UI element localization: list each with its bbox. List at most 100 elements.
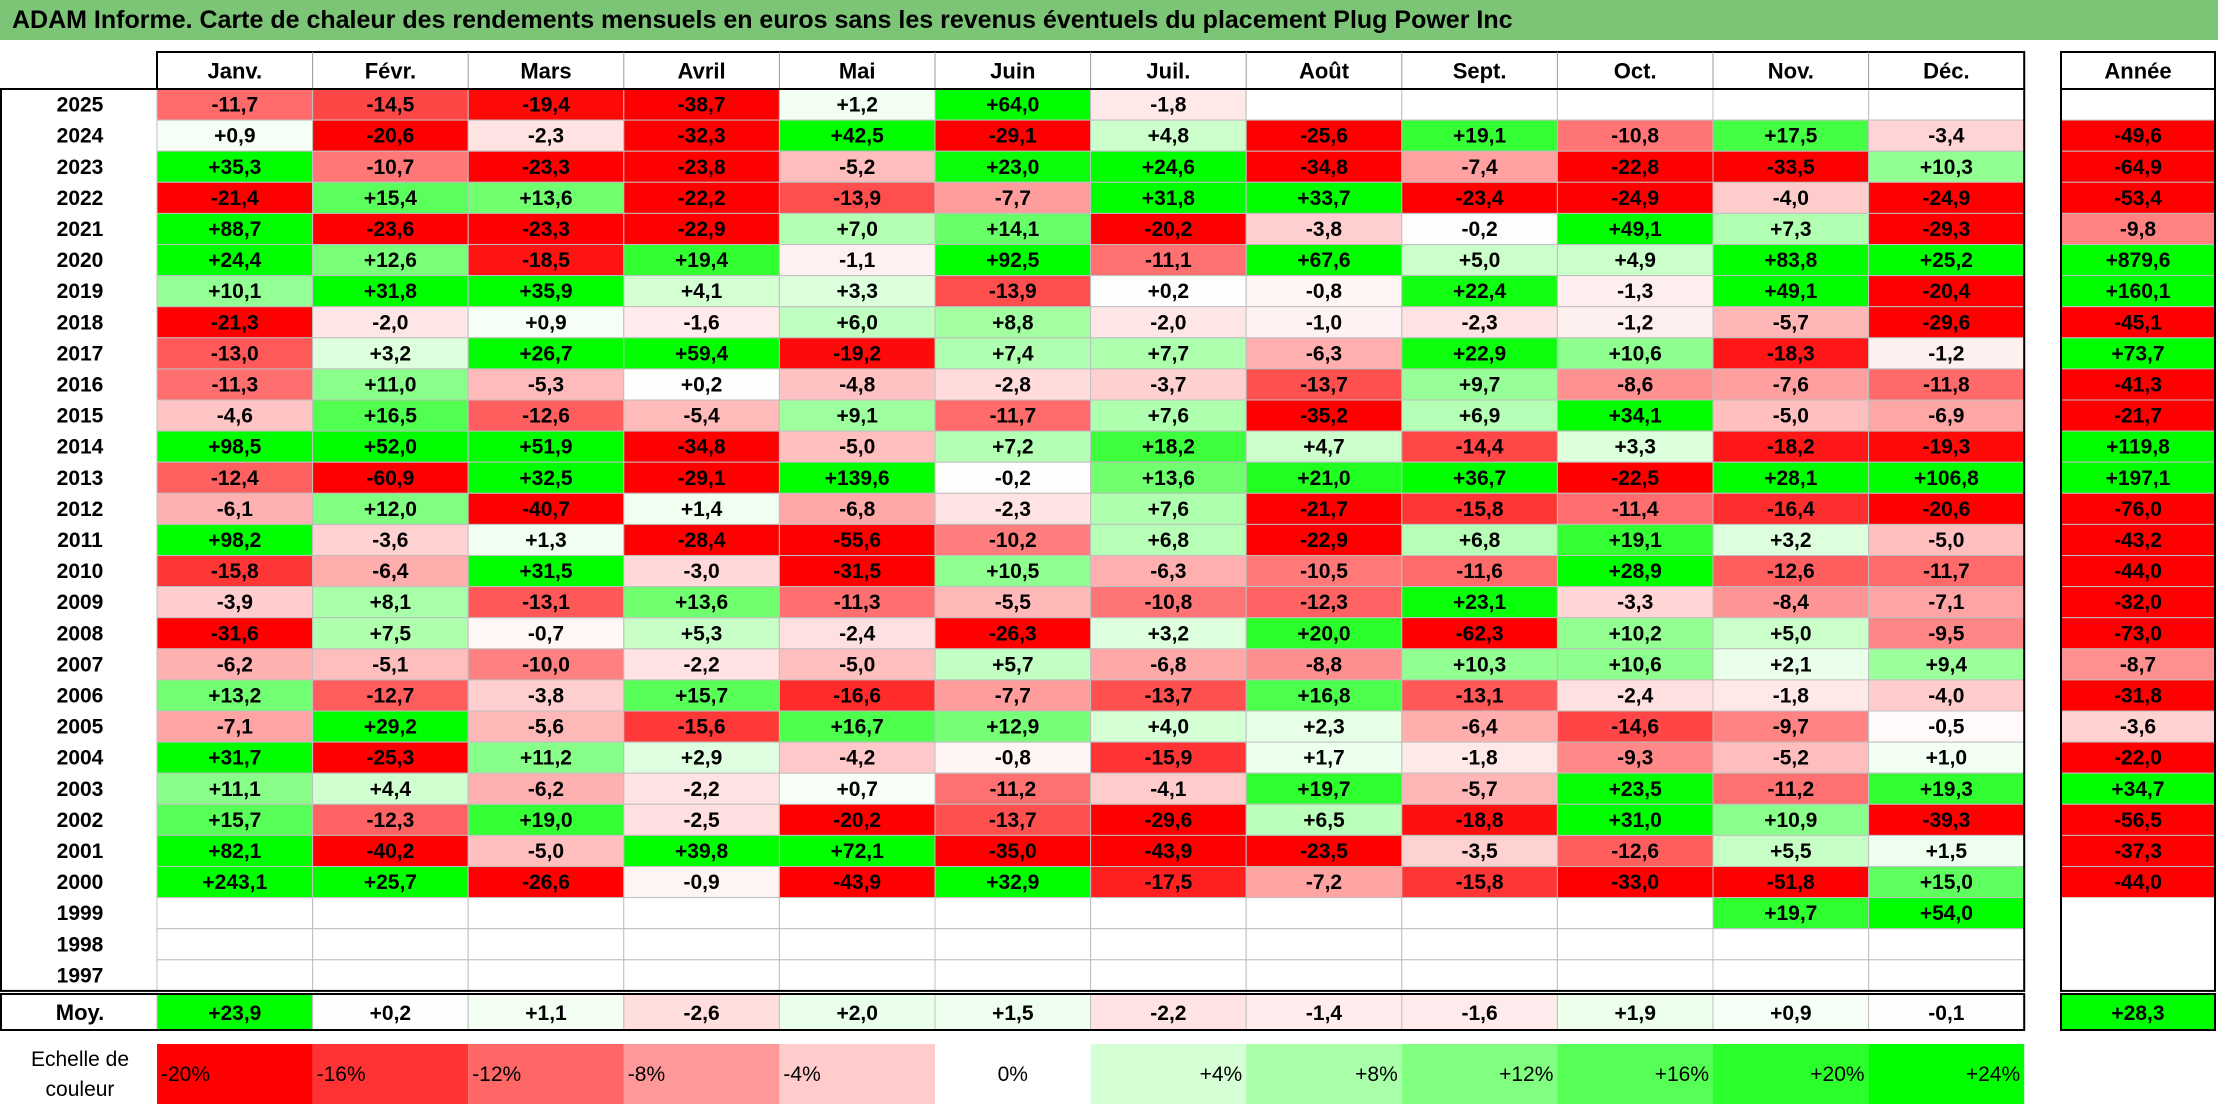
heatmap-cell xyxy=(312,337,469,370)
heatmap-cell xyxy=(1712,648,1870,681)
annual-value: -76,0 xyxy=(2114,498,2162,521)
average-value: -0,1 xyxy=(1928,1002,1965,1025)
cell-value: -2,4 xyxy=(1617,684,1654,707)
heatmap-cell xyxy=(1712,959,1870,992)
cell-value: +5,5 xyxy=(1770,840,1812,863)
heatmap-cell xyxy=(312,959,469,992)
cell-value: -13,1 xyxy=(1456,684,1504,707)
cell-value: -11,3 xyxy=(211,373,258,396)
cell-value: -60,9 xyxy=(366,467,414,490)
heatmap-cell xyxy=(467,586,625,619)
cell-value: -43,9 xyxy=(833,871,881,894)
heatmap-cell xyxy=(156,803,314,836)
cell-value: -19,3 xyxy=(1922,436,1970,459)
year-label: 2001 xyxy=(57,840,104,863)
heatmap-cell xyxy=(1556,306,1714,339)
cell-value: -2,3 xyxy=(528,125,564,148)
cell-value: +19,0 xyxy=(519,809,572,832)
cell-value: -13,1 xyxy=(522,591,570,614)
cell-value: +19,1 xyxy=(1609,529,1662,552)
heatmap-cell xyxy=(1245,275,1403,308)
year-label: 2003 xyxy=(57,778,104,801)
cell-value: +7,3 xyxy=(1770,218,1811,241)
annual-cell xyxy=(2060,368,2216,401)
cell-value: -29,1 xyxy=(989,125,1037,148)
heatmap-cell xyxy=(1712,866,1870,899)
cell-value: +19,1 xyxy=(1453,125,1506,148)
scale-swatch xyxy=(935,1044,1091,1104)
heatmap-cell xyxy=(1090,772,1247,805)
cell-value: +10,6 xyxy=(1609,342,1662,365)
cell-value: -11,2 xyxy=(1767,778,1814,801)
heatmap-cell xyxy=(1712,710,1870,743)
cell-value: +1,3 xyxy=(525,529,566,552)
cell-value: -4,6 xyxy=(217,405,253,428)
cell-value: -35,0 xyxy=(989,840,1037,863)
cell-value: +19,7 xyxy=(1764,902,1817,925)
cell-value: -22,9 xyxy=(1300,529,1348,552)
heatmap-cell xyxy=(467,181,625,214)
heatmap-cell xyxy=(312,679,469,712)
heatmap-cell xyxy=(1712,368,1870,401)
cell-value: +0,2 xyxy=(681,373,722,396)
cell-value: +13,6 xyxy=(1142,467,1195,490)
cell-value: +5,0 xyxy=(1459,249,1500,272)
annual-value: -45,1 xyxy=(2114,311,2162,334)
heatmap-cell xyxy=(156,181,314,214)
heatmap-cell xyxy=(156,368,314,401)
scale-tick-label: +24% xyxy=(1966,1063,2020,1086)
cell-value: -1,8 xyxy=(1773,684,1810,707)
cell-value: -20,6 xyxy=(366,125,414,148)
cell-value: -12,6 xyxy=(1767,560,1815,583)
heatmap-cell xyxy=(1556,555,1714,588)
cell-value: -2,0 xyxy=(1150,311,1186,334)
heatmap-cell xyxy=(1556,959,1714,992)
heatmap-cell xyxy=(1245,928,1403,961)
heatmap-cell xyxy=(1712,430,1870,463)
cell-value: +11,1 xyxy=(209,778,261,801)
heatmap-cell xyxy=(778,492,936,525)
heatmap-cell xyxy=(1556,212,1714,245)
year-label: 2013 xyxy=(57,467,104,490)
heatmap-cell xyxy=(1868,150,2025,183)
heatmap-cell xyxy=(467,430,625,463)
cell-value: +8,1 xyxy=(370,591,412,614)
cell-value: -23,8 xyxy=(678,156,726,179)
cell-value: +32,5 xyxy=(519,467,572,490)
cell-value: -6,4 xyxy=(1462,716,1499,739)
heatmap-cell xyxy=(623,586,780,619)
heatmap-cell xyxy=(1401,461,1558,494)
heatmap-cell xyxy=(934,834,1092,868)
cell-value: +98,2 xyxy=(208,529,261,552)
heatmap-cell xyxy=(623,150,780,183)
heatmap-cell xyxy=(623,306,780,339)
heatmap-cell xyxy=(1245,119,1403,152)
heatmap-cell xyxy=(1712,399,1870,432)
cell-value: +7,6 xyxy=(1148,405,1189,428)
cell-value: +23,0 xyxy=(986,156,1039,179)
cell-value: -32,3 xyxy=(678,125,726,148)
cell-value: +36,7 xyxy=(1453,467,1506,490)
heatmap-cell xyxy=(934,181,1092,214)
scale-label-line2: couleur xyxy=(46,1078,115,1101)
cell-value: +82,1 xyxy=(208,840,261,863)
cell-value: -25,3 xyxy=(366,747,414,770)
year-label: 1998 xyxy=(57,933,104,956)
cell-value: -29,3 xyxy=(1922,218,1970,241)
heatmap-cell xyxy=(467,150,625,183)
cell-value: -43,9 xyxy=(1144,840,1192,863)
cell-value: +10,3 xyxy=(1453,653,1506,676)
heatmap-cell xyxy=(1712,244,1870,277)
cell-value: -19,2 xyxy=(833,342,881,365)
heatmap-cell xyxy=(1090,150,1247,183)
cell-value: -14,6 xyxy=(1611,716,1659,739)
cell-value: +3,2 xyxy=(370,342,411,365)
cell-value: +9,1 xyxy=(836,405,878,428)
average-value: +23,9 xyxy=(208,1002,261,1025)
heatmap-cell xyxy=(312,586,469,619)
annual-value: -37,3 xyxy=(2114,840,2162,863)
heatmap-cell xyxy=(1556,866,1714,899)
cell-value: -6,3 xyxy=(1150,560,1186,583)
cell-value: +5,7 xyxy=(992,653,1033,676)
cell-value: -1,0 xyxy=(1306,311,1342,334)
